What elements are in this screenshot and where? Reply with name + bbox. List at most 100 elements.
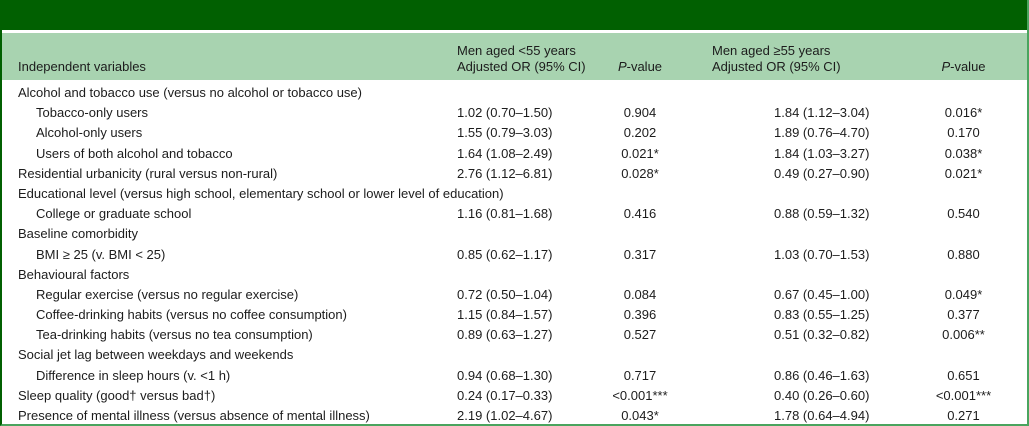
row-label: Alcohol-only users	[36, 125, 143, 141]
pvalue-lt55-cell	[595, 345, 685, 365]
column-header-pvalue-lt55: P-value	[595, 59, 685, 75]
pvalue-lt55-cell: 0.717	[623, 367, 657, 383]
pvalue-lt55-cell: 0.202	[623, 125, 657, 141]
men-lt55-line1: Men aged <55 years	[457, 43, 576, 58]
or-lt55-cell: 2.19 (1.02–4.67)	[457, 408, 553, 423]
or-lt55-cell	[440, 224, 595, 244]
column-header-men-lt55: Men aged <55 years Adjusted OR (95% CI)	[440, 43, 595, 75]
table-row: BMI ≥ 25 (v. BMI < 25) 0.85 (0.62–1.17) 0.…	[2, 245, 1027, 265]
or-ge55-cell	[685, 224, 900, 244]
or-lt55-cell	[440, 184, 595, 204]
table-body: Alcohol and tobacco use (versus no alcoh…	[2, 80, 1027, 424]
or-ge55-cell	[685, 83, 900, 103]
pvalue-ge55-cell: 0.049*	[944, 286, 983, 302]
pvalue-lt55-cell	[595, 83, 685, 103]
pvalue-ge55-cell: 0.021*	[944, 165, 983, 181]
row-label: Presence of mental illness (versus absen…	[18, 408, 370, 423]
pvalue-italic-p: P	[617, 59, 627, 74]
pvalue-ge55-cell: 0.540	[947, 206, 980, 222]
pvalue-lt55-cell: 0.904	[623, 105, 657, 121]
or-lt55-cell	[440, 345, 595, 365]
or-ge55-cell	[685, 265, 900, 285]
table-row: Presence of mental illness (versus absen…	[2, 406, 1027, 424]
or-lt55-cell: 0.24 (0.17–0.33)	[457, 387, 553, 403]
pvalue-italic-p: P	[941, 59, 951, 74]
header-gap	[2, 30, 1027, 33]
pvalue-ge55-cell: 0.377	[947, 307, 980, 323]
or-ge55-cell: 0.67 (0.45–1.00)	[774, 286, 870, 302]
table-row: Alcohol and tobacco use (versus no alcoh…	[2, 83, 1027, 103]
pvalue-ge55-cell: 0.651	[947, 367, 980, 383]
pvalue-lt55-cell: <0.001***	[612, 387, 668, 403]
column-header-pvalue-ge55: P-value	[900, 59, 1027, 75]
pvalue-rest: -value	[626, 59, 663, 74]
or-lt55-cell: 0.72 (0.50–1.04)	[457, 286, 553, 302]
row-label: College or graduate school	[36, 206, 192, 222]
column-header-independent-variables: Independent variables	[18, 59, 146, 74]
table-row: Tobacco-only users 1.02 (0.70–1.50) 0.904 1…	[2, 103, 1027, 123]
pvalue-ge55-cell: 0.880	[947, 246, 980, 262]
men-ge55-line1: Men aged ≥55 years	[712, 43, 831, 58]
or-lt55-cell: 0.94 (0.68–1.30)	[457, 367, 553, 383]
or-ge55-cell: 0.83 (0.55–1.25)	[774, 307, 870, 323]
or-ge55-cell: 0.40 (0.26–0.60)	[774, 387, 870, 403]
row-label: Users of both alcohol and tobacco	[36, 145, 233, 161]
table-row: Alcohol-only users 1.55 (0.79–3.03) 0.202 1…	[2, 123, 1027, 143]
or-ge55-cell: 0.86 (0.46–1.63)	[774, 367, 870, 383]
pvalue-ge55-cell	[900, 224, 1027, 244]
row-label: Tea-drinking habits (versus no tea consu…	[36, 327, 313, 343]
pvalue-ge55-cell	[900, 345, 1027, 365]
pvalue-lt55-cell: 0.084	[623, 286, 657, 302]
or-lt55-cell: 0.89 (0.63–1.27)	[457, 327, 553, 343]
row-label: BMI ≥ 25 (v. BMI < 25)	[36, 246, 166, 262]
pvalue-ge55-cell: 0.016*	[944, 105, 983, 121]
row-label: Difference in sleep hours (v. <1 h)	[36, 367, 231, 383]
or-ge55-cell: 0.51 (0.32–0.82)	[774, 327, 870, 343]
or-ge55-cell: 0.88 (0.59–1.32)	[774, 206, 870, 222]
or-lt55-cell: 1.15 (0.84–1.57)	[457, 307, 553, 323]
row-label: Coffee-drinking habits (versus no coffee…	[36, 307, 347, 323]
row-label: Sleep quality (good† versus bad†)	[18, 387, 216, 403]
or-lt55-cell: 1.64 (1.08–2.49)	[457, 145, 553, 161]
or-ge55-cell: 1.78 (0.64–4.94)	[774, 408, 870, 423]
or-lt55-cell: 1.16 (0.81–1.68)	[457, 206, 553, 222]
pvalue-ge55-cell: 0.170	[947, 125, 980, 141]
row-label: Regular exercise (versus no regular exer…	[36, 286, 299, 302]
table-row: Social jet lag between weekdays and week…	[2, 345, 1027, 365]
table-row: Tea-drinking habits (versus no tea consu…	[2, 325, 1027, 345]
or-lt55-cell: 0.85 (0.62–1.17)	[457, 246, 553, 262]
pvalue-ge55-cell: <0.001***	[935, 387, 992, 403]
table-row: College or graduate school 1.16 (0.81–1.6…	[2, 204, 1027, 224]
row-label: Behavioural factors	[18, 266, 130, 282]
pvalue-lt55-cell: 0.043*	[621, 408, 659, 423]
or-lt55-cell: 1.55 (0.79–3.03)	[457, 125, 553, 141]
or-ge55-cell	[685, 345, 900, 365]
row-label: Alcohol and tobacco use (versus no alcoh…	[18, 85, 362, 100]
pvalue-lt55-cell: 0.416	[623, 206, 657, 222]
pvalue-lt55-cell: 0.527	[623, 327, 657, 343]
row-label: Educational level (versus high school, e…	[18, 185, 504, 201]
table-row: Behavioural factors	[2, 265, 1027, 285]
pvalue-ge55-cell	[900, 265, 1027, 285]
or-ge55-cell: 0.49 (0.27–0.90)	[774, 165, 870, 181]
row-label: Residential urbanicity (rural versus non…	[18, 165, 278, 181]
table-row: Difference in sleep hours (v. <1 h) 0.94 …	[2, 366, 1027, 386]
table-row: Users of both alcohol and tobacco 1.64 (1…	[2, 144, 1027, 164]
table-row: Baseline comorbidity	[2, 224, 1027, 244]
table-row: Sleep quality (good† versus bad†) 0.24 (0…	[2, 386, 1027, 406]
pvalue-lt55-cell: 0.396	[623, 307, 657, 323]
men-ge55-line2: Adjusted OR (95% CI)	[712, 59, 841, 74]
or-ge55-cell: 1.03 (0.70–1.53)	[774, 246, 870, 262]
or-ge55-cell: 1.84 (1.03–3.27)	[774, 145, 870, 161]
pvalue-lt55-cell: 0.021*	[621, 145, 659, 161]
pvalue-lt55-cell	[595, 184, 685, 204]
column-header-men-ge55: Men aged ≥55 years Adjusted OR (95% CI)	[685, 43, 900, 75]
or-ge55-cell: 1.84 (1.12–3.04)	[774, 105, 870, 121]
pvalue-lt55-cell: 0.028*	[621, 165, 659, 181]
table-row: Coffee-drinking habits (versus no coffee…	[2, 305, 1027, 325]
table-row: Regular exercise (versus no regular exer…	[2, 285, 1027, 305]
table-row: Residential urbanicity (rural versus non…	[2, 164, 1027, 184]
or-ge55-cell	[685, 184, 900, 204]
pvalue-ge55-cell	[900, 83, 1027, 103]
